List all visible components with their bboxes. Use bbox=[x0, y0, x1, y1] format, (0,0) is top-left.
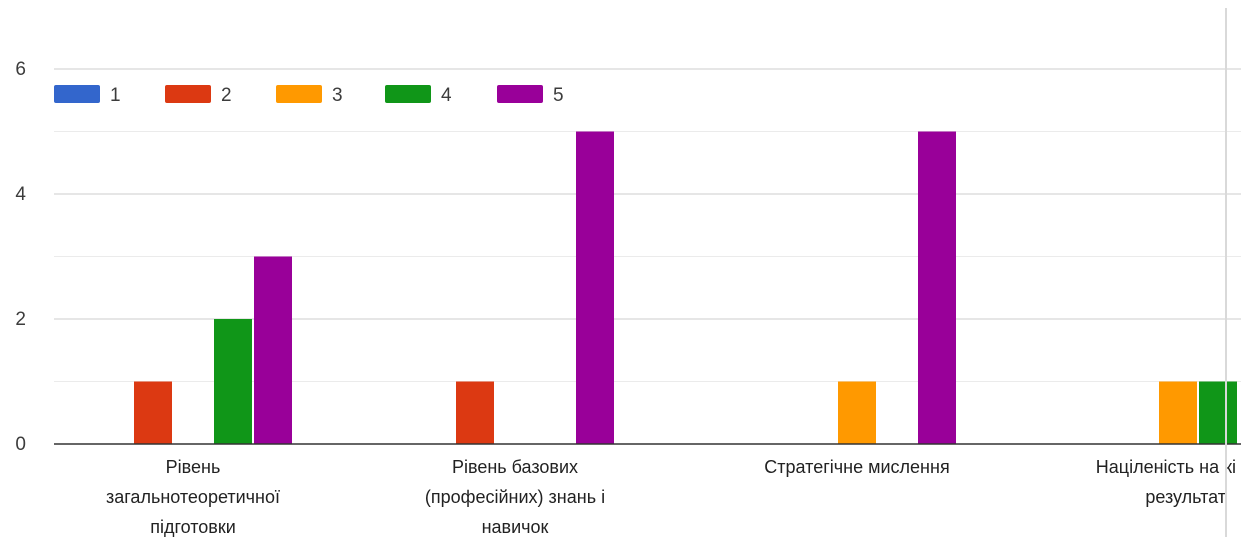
legend-label-5: 5 bbox=[553, 85, 564, 106]
legend-label-4: 4 bbox=[441, 85, 452, 106]
bar-series-3-cat-3 bbox=[838, 381, 876, 444]
x-category-label: Рівень базових bbox=[452, 457, 578, 477]
x-category-label: підготовки bbox=[150, 517, 236, 537]
y-tick-label: 6 bbox=[15, 59, 26, 80]
x-category-label: загальнотеоретичної bbox=[106, 487, 280, 507]
legend-swatch-3 bbox=[276, 85, 322, 103]
bar-series-2-cat-1 bbox=[134, 381, 172, 444]
legend-label-3: 3 bbox=[332, 85, 343, 106]
legend-swatch-5 bbox=[497, 85, 543, 103]
x-category-label: результат bbox=[1145, 487, 1226, 507]
y-axis-ticks: 0 2 4 6 bbox=[15, 59, 26, 455]
legend: 1 2 3 4 5 bbox=[54, 85, 564, 106]
y-tick-label: 4 bbox=[15, 184, 26, 205]
bar-series-2-cat-2 bbox=[456, 381, 494, 444]
legend-label-2: 2 bbox=[221, 85, 232, 106]
bar-series-4-cat-1 bbox=[214, 319, 252, 444]
x-category-label: Націленість на кі bbox=[1096, 457, 1236, 477]
y-tick-label: 2 bbox=[15, 309, 26, 330]
bar-series-5-cat-3 bbox=[918, 131, 956, 444]
x-category-label: Рівень bbox=[166, 457, 221, 477]
legend-swatch-4 bbox=[385, 85, 431, 103]
bar-series-4-cat-4 bbox=[1199, 381, 1237, 444]
x-category-label: навичок bbox=[482, 517, 549, 537]
legend-swatch-1 bbox=[54, 85, 100, 103]
bar-series-5-cat-2 bbox=[576, 131, 614, 444]
legend-swatch-2 bbox=[165, 85, 211, 103]
legend-label-1: 1 bbox=[110, 85, 121, 106]
y-tick-label: 0 bbox=[15, 434, 26, 455]
x-category-label: (професійних) знань і bbox=[425, 487, 605, 507]
bar-series-3-cat-4 bbox=[1159, 381, 1197, 444]
bar-series-5-cat-1 bbox=[254, 256, 292, 444]
bars bbox=[134, 131, 1237, 444]
x-axis-labels: Рівень загальнотеоретичної підготовки Рівен… bbox=[106, 457, 1236, 537]
x-category-label: Стратегічне мислення bbox=[764, 457, 949, 477]
